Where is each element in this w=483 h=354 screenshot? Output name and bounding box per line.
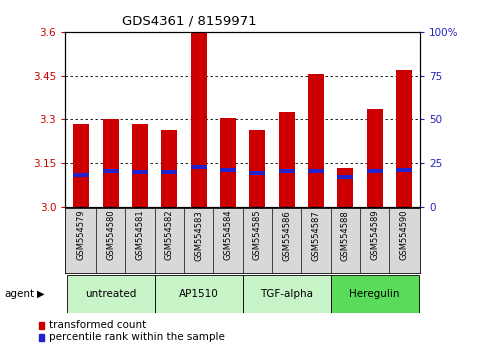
Text: GSM554590: GSM554590 bbox=[399, 210, 409, 260]
Bar bbox=[161, 170, 177, 175]
Bar bbox=[337, 168, 354, 207]
FancyBboxPatch shape bbox=[67, 275, 155, 313]
Bar bbox=[279, 169, 295, 173]
Bar bbox=[367, 169, 383, 173]
FancyBboxPatch shape bbox=[331, 275, 419, 313]
Text: GSM554583: GSM554583 bbox=[194, 210, 203, 261]
Text: transformed count: transformed count bbox=[49, 320, 146, 330]
Text: GSM554581: GSM554581 bbox=[136, 210, 144, 261]
Bar bbox=[396, 168, 412, 172]
Text: AP1510: AP1510 bbox=[179, 289, 219, 299]
Bar bbox=[39, 334, 44, 341]
Bar bbox=[220, 168, 236, 172]
Text: percentile rank within the sample: percentile rank within the sample bbox=[49, 332, 225, 342]
Bar bbox=[39, 322, 44, 329]
Bar bbox=[191, 165, 207, 169]
Text: TGF-alpha: TGF-alpha bbox=[260, 289, 313, 299]
FancyBboxPatch shape bbox=[155, 275, 242, 313]
Text: untreated: untreated bbox=[85, 289, 136, 299]
Text: GSM554586: GSM554586 bbox=[282, 210, 291, 261]
Text: GSM554587: GSM554587 bbox=[312, 210, 321, 261]
Bar bbox=[132, 124, 148, 207]
Bar bbox=[308, 74, 324, 207]
FancyBboxPatch shape bbox=[242, 275, 331, 313]
Bar bbox=[367, 109, 383, 207]
Bar bbox=[132, 170, 148, 175]
Text: GSM554588: GSM554588 bbox=[341, 210, 350, 261]
Bar bbox=[308, 169, 324, 173]
Text: GSM554589: GSM554589 bbox=[370, 210, 379, 261]
Text: GDS4361 / 8159971: GDS4361 / 8159971 bbox=[122, 14, 257, 27]
Bar bbox=[337, 175, 354, 179]
Bar bbox=[191, 32, 207, 207]
Text: agent: agent bbox=[5, 289, 35, 299]
Bar bbox=[102, 169, 119, 173]
Bar bbox=[73, 124, 89, 207]
Bar bbox=[279, 112, 295, 207]
Text: GSM554579: GSM554579 bbox=[77, 210, 86, 261]
Bar bbox=[161, 130, 177, 207]
Text: GSM554582: GSM554582 bbox=[165, 210, 174, 261]
Bar bbox=[249, 130, 266, 207]
Bar bbox=[73, 173, 89, 177]
Text: GSM554584: GSM554584 bbox=[224, 210, 232, 261]
Bar bbox=[396, 70, 412, 207]
Text: GSM554585: GSM554585 bbox=[253, 210, 262, 261]
Text: ▶: ▶ bbox=[37, 289, 45, 299]
Bar bbox=[220, 118, 236, 207]
Bar bbox=[102, 120, 119, 207]
Text: Heregulin: Heregulin bbox=[350, 289, 400, 299]
Bar bbox=[249, 171, 266, 175]
Text: GSM554580: GSM554580 bbox=[106, 210, 115, 261]
